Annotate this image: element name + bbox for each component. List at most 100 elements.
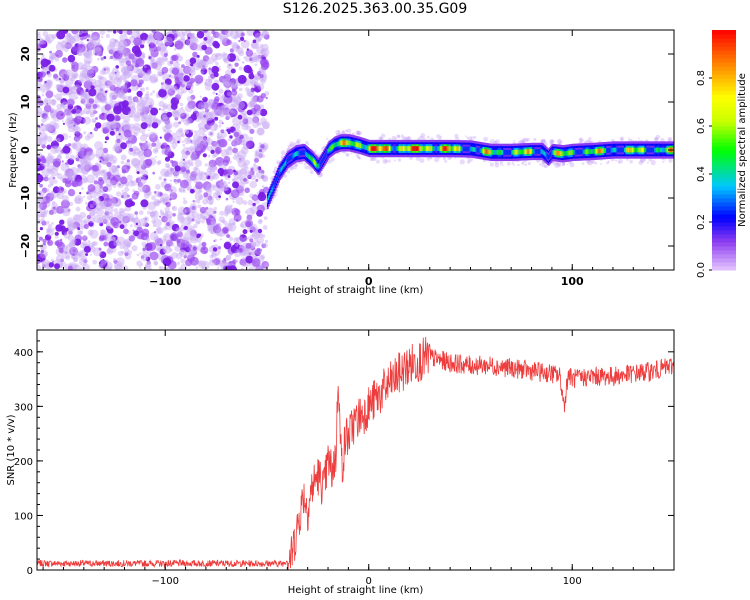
noise-speckle bbox=[193, 223, 198, 229]
noise-speckle bbox=[192, 61, 201, 71]
noise-speckle bbox=[238, 39, 241, 43]
noise-speckle bbox=[62, 195, 69, 202]
noise-speckle bbox=[37, 138, 42, 147]
ridge-halo bbox=[466, 160, 471, 164]
noise-speckle bbox=[186, 96, 193, 102]
noise-speckle bbox=[80, 94, 87, 102]
noise-speckle bbox=[116, 165, 120, 169]
noise-speckle bbox=[82, 235, 88, 241]
noise-speckle bbox=[259, 149, 262, 153]
noise-speckle bbox=[204, 108, 210, 113]
noise-speckle bbox=[201, 241, 207, 247]
noise-speckle bbox=[197, 213, 204, 220]
noise-speckle bbox=[178, 267, 183, 270]
noise-speckle bbox=[146, 142, 151, 147]
noise-speckle bbox=[190, 171, 197, 178]
noise-speckle bbox=[213, 72, 219, 78]
noise-speckle bbox=[54, 56, 60, 62]
noise-speckle bbox=[255, 152, 260, 157]
colorbar-cell bbox=[712, 130, 736, 135]
noise-speckle bbox=[260, 49, 267, 56]
noise-speckle bbox=[159, 248, 166, 255]
noise-speckle bbox=[120, 250, 125, 255]
noise-speckle bbox=[110, 92, 118, 100]
noise-speckle bbox=[142, 221, 149, 227]
noise-speckle bbox=[245, 255, 254, 264]
noise-speckle bbox=[99, 84, 106, 90]
noise-speckle bbox=[246, 30, 255, 37]
noise-speckle bbox=[156, 161, 161, 166]
noise-speckle bbox=[137, 175, 147, 185]
colorbar-cell bbox=[712, 154, 736, 159]
noise-speckle bbox=[65, 69, 68, 72]
noise-speckle bbox=[159, 266, 165, 270]
noise-speckle bbox=[44, 81, 47, 84]
noise-speckle bbox=[79, 79, 84, 84]
noise-speckle bbox=[194, 74, 204, 84]
chart-title: S126.2025.363.00.35.G09 bbox=[282, 1, 468, 17]
noise-speckle bbox=[134, 211, 138, 215]
noise-speckle bbox=[158, 176, 163, 181]
noise-speckle bbox=[245, 125, 252, 131]
noise-speckle bbox=[195, 150, 201, 157]
noise-speckle bbox=[206, 57, 214, 65]
noise-speckle bbox=[105, 136, 109, 141]
noise-speckle bbox=[187, 100, 197, 110]
noise-speckle bbox=[52, 206, 56, 211]
noise-speckle bbox=[258, 191, 266, 199]
noise-speckle bbox=[158, 266, 162, 269]
noise-speckle bbox=[255, 37, 261, 43]
noise-speckle bbox=[55, 50, 63, 58]
ridge-halo bbox=[350, 152, 353, 155]
colorbar-cell bbox=[712, 258, 736, 263]
snr-frame bbox=[36, 329, 675, 571]
noise-speckle bbox=[198, 241, 201, 244]
noise-speckle bbox=[59, 103, 66, 109]
noise-speckle bbox=[126, 159, 130, 163]
noise-speckle bbox=[146, 34, 155, 42]
noise-speckle bbox=[71, 30, 79, 35]
noise-speckle bbox=[203, 96, 206, 99]
noise-speckle bbox=[262, 122, 270, 130]
ridge-halo bbox=[489, 162, 494, 167]
noise-speckle bbox=[226, 63, 233, 70]
colorbar-label: Normalized spectral amplitude bbox=[737, 73, 748, 227]
noise-speckle bbox=[109, 76, 113, 80]
noise-speckle bbox=[185, 206, 192, 214]
noise-speckle bbox=[105, 33, 110, 38]
noise-speckle bbox=[245, 242, 252, 249]
noise-speckle bbox=[150, 211, 157, 218]
snr-y-tick-label: 100 bbox=[14, 511, 33, 522]
noise-speckle bbox=[189, 57, 197, 64]
spec-y-tick-label: 10 bbox=[19, 94, 32, 110]
noise-speckle bbox=[116, 240, 122, 247]
noise-speckle bbox=[144, 222, 149, 227]
noise-speckle bbox=[71, 41, 74, 44]
noise-speckle bbox=[179, 179, 189, 189]
noise-speckle bbox=[65, 155, 70, 159]
ridge-halo bbox=[494, 163, 500, 168]
noise-speckle bbox=[204, 83, 212, 91]
noise-speckle bbox=[82, 155, 87, 160]
spec-y-axis-label: Frequency (Hz) bbox=[8, 112, 19, 188]
noise-speckle bbox=[150, 107, 159, 116]
noise-speckle bbox=[88, 221, 94, 227]
noise-speckle bbox=[47, 239, 54, 246]
noise-speckle bbox=[242, 61, 245, 64]
ridge-halo bbox=[506, 161, 511, 166]
noise-speckle bbox=[175, 252, 183, 260]
noise-speckle bbox=[142, 72, 151, 82]
noise-speckle bbox=[89, 204, 94, 209]
noise-speckle bbox=[113, 30, 117, 34]
ridge-halo bbox=[569, 162, 575, 168]
noise-speckle bbox=[187, 159, 194, 165]
noise-speckle bbox=[250, 96, 256, 102]
ridge-halo bbox=[670, 137, 672, 140]
noise-speckle bbox=[149, 73, 159, 83]
noise-speckle bbox=[256, 209, 264, 217]
noise-speckle bbox=[140, 87, 145, 93]
noise-speckle bbox=[207, 163, 215, 171]
noise-speckle bbox=[251, 96, 258, 103]
noise-speckle bbox=[61, 120, 64, 122]
noise-speckle bbox=[112, 145, 120, 152]
